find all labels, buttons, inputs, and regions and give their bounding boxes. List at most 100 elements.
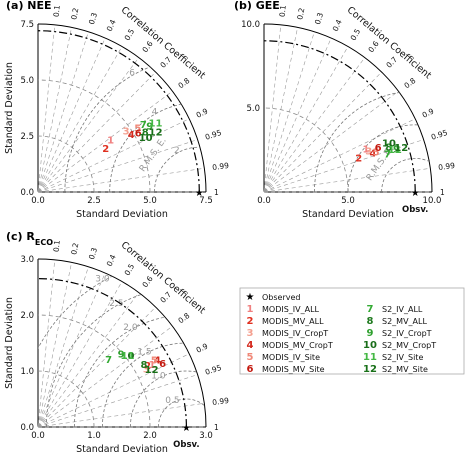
rms-contour-label: 1.5: [137, 347, 151, 357]
corr-spoke: [37, 139, 198, 193]
corr-spoke: [263, 46, 349, 193]
corr-tick-label: 0.9: [195, 341, 210, 354]
corr-tick-label: 0.8: [402, 76, 417, 90]
corr-tick-label: 1: [214, 188, 219, 197]
data-point-5: 5: [134, 124, 141, 135]
y-tick-label: 5.0: [246, 104, 260, 114]
rms-contour: [130, 370, 206, 427]
legend-marker-9: 9: [367, 328, 374, 339]
rms-contour-label: 0.5: [165, 396, 179, 406]
rms-contour-label: 3.0: [95, 275, 110, 285]
legend-marker-1: 1: [247, 304, 254, 315]
data-point-11: 11: [121, 351, 135, 362]
corr-tick-label: 0.5: [349, 27, 363, 42]
panel-title: (b) GEE: [234, 0, 280, 12]
corr-tick-label: 0.99: [212, 396, 230, 407]
y-axis-label: Standard Deviation: [4, 62, 15, 154]
legend-label-6: MODIS_MV_Site: [262, 365, 325, 374]
outer-arc: [263, 23, 433, 193]
data-point-8: 8: [140, 360, 147, 371]
y-tick-label: 3.0: [20, 255, 34, 265]
data-point-1: 1: [107, 135, 114, 146]
corr-spoke: [263, 27, 298, 193]
rms-contour: [46, 286, 206, 427]
data-point-8: 8: [385, 143, 392, 154]
data-point-3: 3: [365, 147, 372, 158]
corr-spoke: [37, 281, 123, 428]
corr-spoke: [263, 168, 431, 193]
data-point-5: 5: [373, 147, 380, 158]
x-tick-label: 2.5: [87, 196, 101, 206]
rms-contour-label: 4: [152, 107, 158, 117]
panel-title-subscript: ECO: [35, 238, 53, 247]
x-axis-label: Standard Deviation: [76, 209, 168, 220]
rms-contour: [158, 398, 206, 427]
arc-label: Correlation Coefficient: [119, 240, 208, 317]
corr-tick-label: 0.95: [204, 363, 223, 377]
data-point-3: 3: [123, 126, 130, 137]
corr-spoke: [37, 292, 140, 428]
data-point-10: 10: [121, 351, 135, 362]
corr-spoke: [37, 37, 106, 193]
x-tick-label: 5.0: [341, 196, 355, 206]
legend-marker-8: 8: [367, 316, 374, 327]
std-gridline: [37, 370, 95, 428]
corr-spoke: [37, 259, 56, 428]
corr-tick-label: 1: [440, 188, 445, 197]
data-point-12: 12: [394, 143, 408, 154]
data-point-6: 6: [135, 129, 142, 140]
legend-frame: [239, 287, 465, 375]
arc-label: Correlation Coefficient: [345, 5, 434, 82]
y-tick-label: 10.0: [241, 20, 260, 30]
observed-star: ★: [195, 188, 204, 199]
corr-tick-label: 0.4: [331, 18, 344, 33]
corr-tick-label: 0.2: [69, 242, 80, 256]
corr-tick-label: 0.1: [278, 4, 288, 17]
outer-arc: [37, 258, 207, 428]
data-point-2: 2: [355, 154, 362, 165]
x-tick-label: 0.0: [31, 431, 45, 441]
corr-spoke: [37, 168, 205, 193]
legend-label-3: MODIS_IV_CropT: [262, 329, 328, 338]
data-point-8: 8: [142, 127, 149, 138]
rms-contour: [381, 158, 432, 192]
data-point-1: 1: [149, 360, 156, 371]
corr-tick-label: 0.2: [295, 7, 306, 21]
corr-tick-label: 0.99: [212, 161, 230, 172]
reference-std-arc: [37, 30, 200, 193]
legend-label-10: S2_MV_CropT: [382, 341, 436, 350]
data-point-12: 12: [145, 365, 159, 376]
taylor-panel-gee: 0.0 5.05.010.010.00.1 0.2 0.3 0.40.50.60.70.…: [234, 0, 456, 220]
corr-spoke: [263, 37, 332, 193]
observed-star: ★: [182, 423, 191, 434]
corr-spoke: [37, 71, 156, 193]
rms-contour: [347, 124, 432, 192]
x-tick-label: 0.0: [31, 196, 45, 206]
legend-label-4: MODIS_MV_CropT: [262, 341, 333, 350]
x-tick-label: 0.0: [257, 196, 271, 206]
corr-spoke: [37, 262, 72, 428]
legend-marker-5: 5: [247, 352, 254, 363]
data-point-12: 12: [149, 128, 163, 139]
corr-spoke: [37, 353, 190, 428]
data-point-7: 7: [384, 150, 391, 161]
corr-spoke: [37, 27, 72, 193]
legend-marker-0: ★: [246, 292, 255, 303]
corr-tick-label: 1: [214, 423, 219, 432]
corr-spoke: [37, 374, 198, 428]
legend-label-12: S2_MV_Site: [382, 365, 428, 374]
data-point-2: 2: [102, 144, 109, 155]
data-point-1: 1: [363, 145, 370, 156]
corr-spoke: [37, 24, 56, 193]
corr-tick-label: 0.8: [176, 311, 191, 325]
legend: ★ Observed 1 MODIS_IV_ALL 2 MODIS_MV_ALL 3 MODI…: [239, 287, 465, 375]
corr-tick-label: 0.7: [384, 55, 399, 70]
data-point-6: 6: [159, 359, 166, 370]
data-point-9: 9: [146, 122, 153, 133]
rms-contour: [314, 90, 432, 192]
corr-tick-label: 0.7: [158, 55, 173, 70]
corr-spoke: [263, 90, 399, 193]
outer-arc: [37, 23, 207, 193]
corr-tick-label: 0.5: [123, 27, 137, 42]
corr-spoke: [37, 118, 190, 193]
